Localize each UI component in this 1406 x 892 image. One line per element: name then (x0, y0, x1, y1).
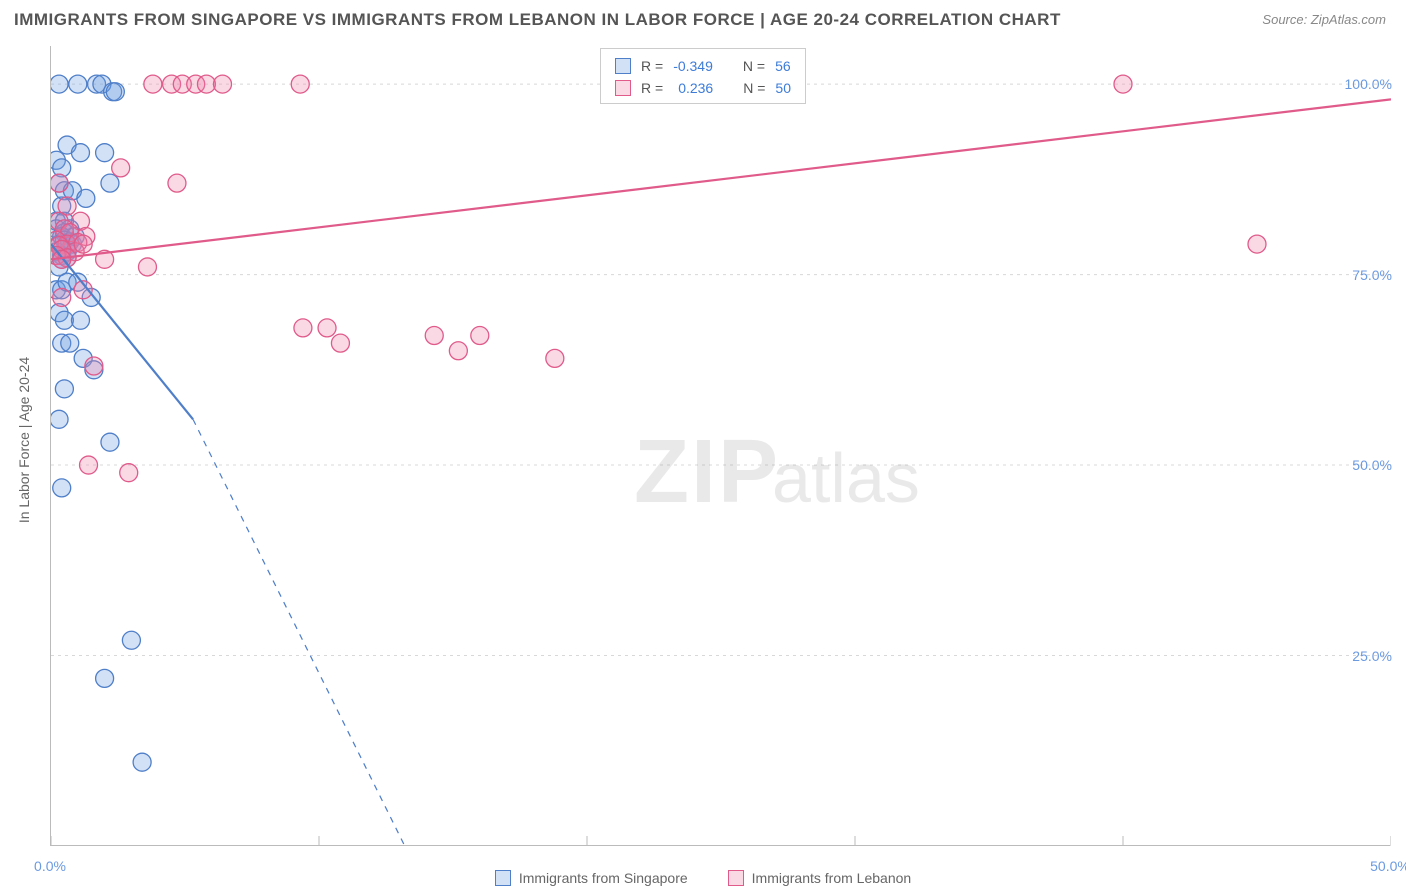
bottom-legend: Immigrants from Singapore Immigrants fro… (0, 870, 1406, 886)
stats-legend: R = -0.349 N = 56 R = 0.236 N = 50 (600, 48, 806, 104)
chart-title: IMMIGRANTS FROM SINGAPORE VS IMMIGRANTS … (14, 10, 1061, 30)
source-label: Source: (1262, 12, 1307, 27)
legend-label-singapore: Immigrants from Singapore (519, 870, 688, 886)
stats-row-singapore: R = -0.349 N = 56 (615, 55, 791, 77)
legend-label-lebanon: Immigrants from Lebanon (752, 870, 912, 886)
stats-row-lebanon: R = 0.236 N = 50 (615, 77, 791, 99)
n-value-singapore: 56 (775, 55, 791, 77)
legend-item-lebanon: Immigrants from Lebanon (728, 870, 912, 886)
y-tick-label: 25.0% (1352, 648, 1392, 664)
chart-source: Source: ZipAtlas.com (1262, 12, 1386, 27)
swatch-singapore (615, 58, 631, 74)
y-tick-label: 75.0% (1352, 267, 1392, 283)
r-label: R = (641, 77, 663, 99)
plot-svg (51, 46, 1391, 846)
y-tick-label: 100.0% (1345, 76, 1392, 92)
n-value-lebanon: 50 (775, 77, 791, 99)
scatter-plot (50, 46, 1390, 846)
source-name: ZipAtlas.com (1311, 12, 1386, 27)
swatch-lebanon (728, 870, 744, 886)
r-value-singapore: -0.349 (673, 55, 713, 77)
r-label: R = (641, 55, 663, 77)
n-label: N = (743, 55, 765, 77)
r-value-lebanon: 0.236 (678, 77, 713, 99)
n-label: N = (743, 77, 765, 99)
y-tick-label: 50.0% (1352, 457, 1392, 473)
swatch-singapore (495, 870, 511, 886)
swatch-lebanon (615, 80, 631, 96)
legend-item-singapore: Immigrants from Singapore (495, 870, 688, 886)
y-axis-label: In Labor Force | Age 20-24 (16, 357, 32, 523)
